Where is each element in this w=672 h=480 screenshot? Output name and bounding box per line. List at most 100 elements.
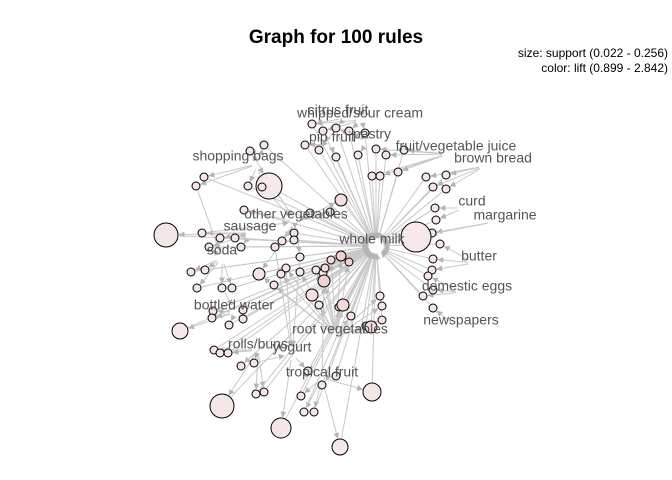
- rule-node-layer: [153, 119, 451, 456]
- rhs-edge: [267, 147, 371, 242]
- lhs-edge: [230, 314, 237, 322]
- rule-node: [431, 215, 441, 225]
- rule-node: [418, 291, 428, 301]
- lhs-edge: [431, 277, 457, 290]
- lhs-edge: [449, 168, 481, 187]
- item-label: pastry: [353, 126, 391, 142]
- lhs-edge: [304, 381, 318, 394]
- rule-node: [153, 222, 179, 248]
- rhs-edge: [371, 253, 379, 383]
- graph-title: Graph for 100 rules: [248, 27, 424, 48]
- rhs-edge: [244, 250, 371, 364]
- rhs-edge: [258, 251, 372, 391]
- rhs-edge: [382, 249, 424, 274]
- lhs-edge: [295, 358, 306, 368]
- rule-node: [289, 235, 299, 245]
- rhs-edge: [383, 246, 429, 259]
- rule-node: [269, 280, 279, 290]
- rhs-edge: [258, 354, 285, 363]
- rhs-edge: [333, 214, 371, 242]
- rule-node: [400, 221, 432, 253]
- rhs-edge: [337, 132, 375, 239]
- lhs-edge: [199, 262, 219, 285]
- lhs-edge: [450, 166, 480, 176]
- rhs-edge: [321, 154, 373, 240]
- rule-node: [277, 236, 287, 246]
- lhs-edge: [328, 146, 335, 154]
- lhs-edge: [212, 249, 219, 256]
- rule-node: [344, 257, 354, 267]
- rule-node: [305, 288, 319, 302]
- rhs-edge: [298, 233, 369, 247]
- item-label: brown bread: [454, 150, 532, 166]
- legend-color: color: lift (0.899 - 2.842): [541, 61, 668, 75]
- rule-node: [236, 361, 246, 371]
- rhs-edge: [223, 250, 370, 351]
- item-label: tropical fruit: [286, 364, 358, 380]
- item-label: butter: [461, 248, 497, 264]
- lhs-edge: [208, 164, 253, 178]
- rule-node: [344, 126, 354, 136]
- rule-node: [399, 145, 409, 155]
- item-label: margarine: [473, 207, 536, 223]
- rule-node: [171, 322, 189, 340]
- lhs-edge: [390, 151, 443, 158]
- rule-node: [197, 228, 207, 238]
- lhs-edge: [352, 133, 364, 140]
- rhs-edge: [248, 210, 369, 246]
- rule-node: [360, 128, 370, 138]
- item-label: rolls/buns: [228, 336, 288, 352]
- lhs-edge: [320, 308, 334, 331]
- lhs-edge: [316, 120, 357, 127]
- rule-node: [335, 250, 347, 262]
- lhs-edge: [437, 287, 457, 294]
- rule-node: [259, 387, 269, 397]
- rule-node: [393, 167, 403, 177]
- lhs-edge: [440, 209, 459, 219]
- item-label: whipped/sour cream: [296, 105, 423, 121]
- lhs-edge: [288, 271, 333, 332]
- lhs-edge: [352, 122, 359, 129]
- rhs-edge: [230, 251, 371, 397]
- rule-node: [245, 146, 255, 156]
- rule-node: [325, 207, 335, 217]
- item-label: shopping bags: [192, 148, 283, 164]
- lhs-edge: [336, 311, 344, 331]
- rhs-edge: [382, 248, 428, 269]
- rule-node: [215, 348, 225, 358]
- rule-node: [300, 140, 310, 150]
- rule-node: [377, 315, 387, 325]
- rhs-edge: [341, 253, 377, 439]
- item-label: bottled water: [194, 297, 274, 313]
- rhs-edge: [371, 180, 379, 239]
- rule-node: [428, 285, 438, 295]
- item-label: fruit/vegetable juice: [396, 138, 517, 154]
- rule-node: [276, 269, 286, 279]
- rule-node: [255, 172, 283, 200]
- lhs-edge: [436, 310, 452, 323]
- item-label: sausage: [224, 218, 277, 234]
- rule-node: [251, 389, 261, 399]
- rule-node: [239, 205, 249, 215]
- lhs-edge: [257, 167, 264, 175]
- item-label: newspapers: [423, 312, 499, 328]
- rule-node: [331, 371, 341, 381]
- rule-node: [200, 265, 210, 275]
- rhs-edge: [266, 251, 372, 389]
- rhs-edge: [313, 128, 373, 240]
- rule-node: [317, 274, 331, 288]
- lhs-edge: [223, 263, 232, 284]
- rhs-edge: [366, 253, 378, 322]
- lhs-edge: [341, 327, 365, 335]
- rule-node: [428, 303, 438, 313]
- lhs-edge: [436, 263, 469, 272]
- lhs-edge: [360, 144, 367, 152]
- rhs-edge: [275, 251, 293, 347]
- rule-node: [192, 283, 202, 293]
- item-label: root vegetables: [292, 321, 388, 337]
- rule-node: [238, 314, 248, 324]
- lhs-edge: [327, 379, 363, 391]
- lhs-edge: [195, 260, 217, 271]
- item-label: curd: [458, 193, 485, 209]
